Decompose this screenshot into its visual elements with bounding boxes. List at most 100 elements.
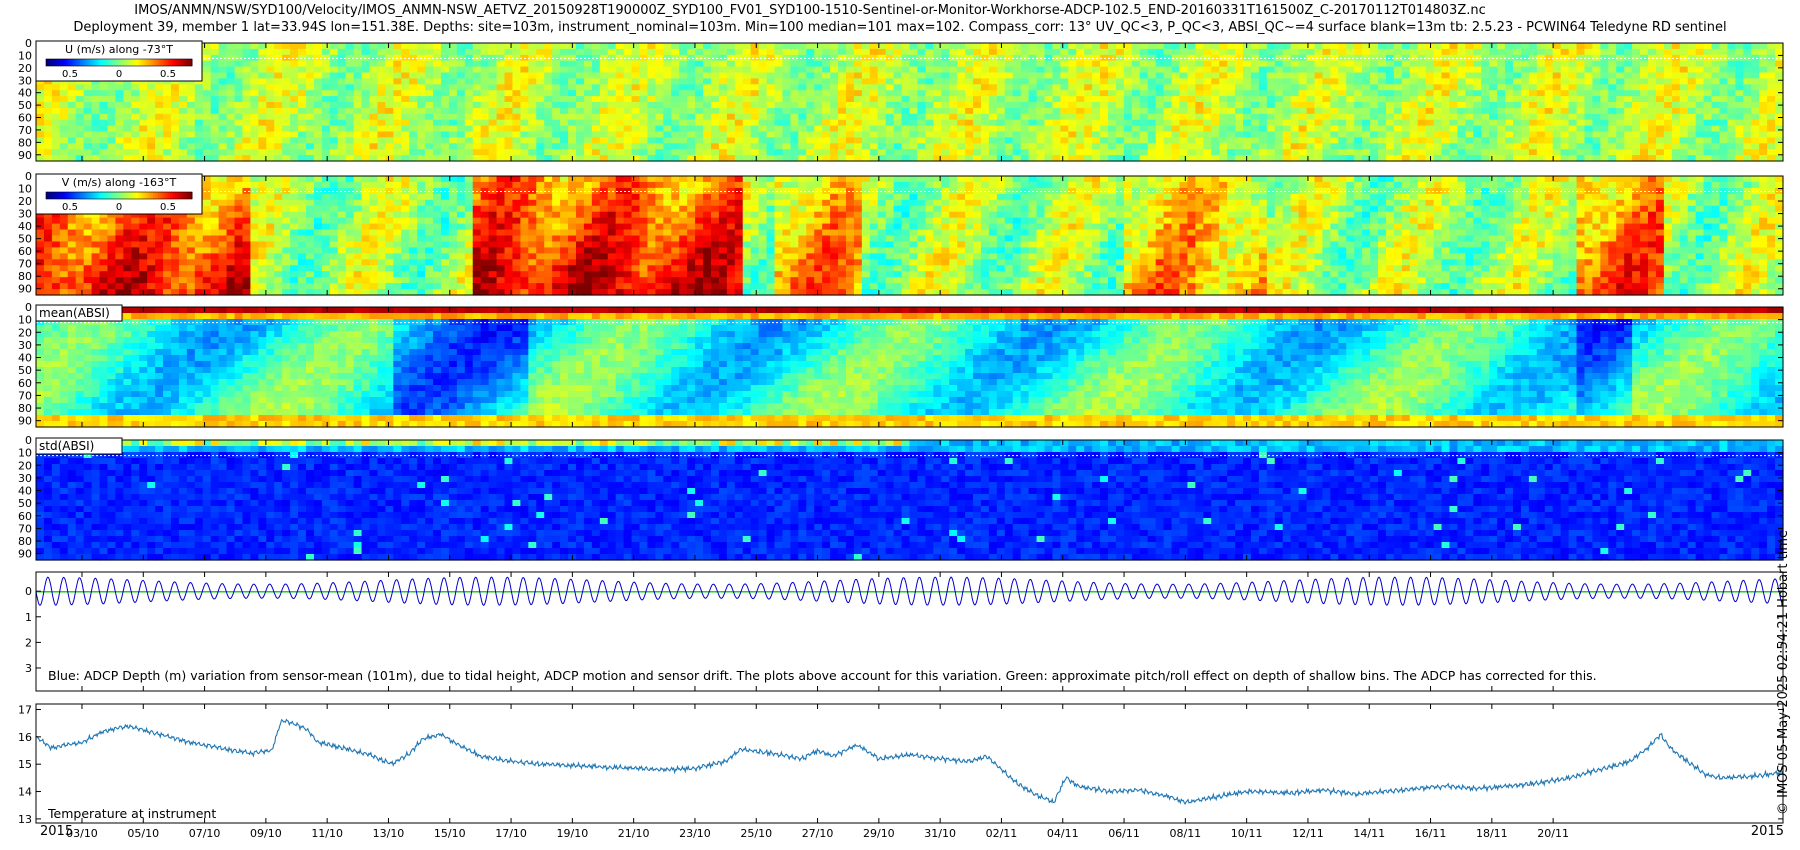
heatmap-cell <box>194 217 204 225</box>
heatmap-cell <box>925 48 934 56</box>
heatmap-cell <box>43 143 53 150</box>
heatmap-cell <box>218 155 228 162</box>
heatmap-cell <box>1465 84 1474 91</box>
heatmap-cell <box>1632 119 1641 127</box>
heatmap-cell <box>107 143 117 150</box>
heatmap-cell <box>75 223 85 231</box>
heatmap-cell <box>1266 54 1276 62</box>
heatmap-cell <box>1425 119 1435 127</box>
heatmap-cell <box>917 131 926 138</box>
heatmap-cell <box>726 60 736 68</box>
heatmap-cell <box>67 223 77 231</box>
heatmap-cell <box>1592 84 1601 91</box>
colorbar-tick-label: 0.5 <box>62 69 78 80</box>
heatmap-cell <box>877 43 887 50</box>
heatmap-cell <box>512 125 521 133</box>
heatmap-cell <box>1235 66 1244 74</box>
heatmap-cell <box>631 48 641 56</box>
heatmap-cell <box>806 102 815 109</box>
heatmap-cell <box>1520 107 1530 115</box>
heatmap-cell <box>1520 84 1530 91</box>
heatmap-cell <box>909 48 919 56</box>
heatmap-cell <box>774 102 784 109</box>
heatmap-cell <box>1457 137 1466 144</box>
heatmap-cell <box>226 102 236 109</box>
heatmap-cell <box>472 90 482 97</box>
heatmap-cell <box>536 66 545 74</box>
heatmap-cell <box>1314 48 1324 56</box>
heatmap-cell <box>1505 43 1514 50</box>
heatmap-cell <box>1425 107 1435 115</box>
heatmap-cell <box>607 107 617 115</box>
heatmap-cell <box>496 84 506 91</box>
heatmap-cell <box>988 48 998 56</box>
heatmap-cell <box>194 119 204 127</box>
heatmap-cell <box>456 90 466 97</box>
heatmap-cell <box>1481 119 1490 127</box>
heatmap-cell <box>107 155 117 162</box>
heatmap-cell <box>1036 60 1046 68</box>
heatmap-cell <box>282 102 291 109</box>
heatmap-cell <box>869 90 879 97</box>
heatmap-cell <box>369 119 379 127</box>
heatmap-cell <box>830 119 839 127</box>
heatmap-cell <box>1401 48 1411 56</box>
heatmap-cell <box>171 131 180 138</box>
heatmap-cell <box>1203 78 1212 85</box>
heatmap-cell <box>1370 96 1379 103</box>
heatmap-cell <box>385 137 394 144</box>
heatmap-cell <box>99 283 109 290</box>
heatmap-cell <box>1290 96 1300 103</box>
heatmap-cell <box>544 125 553 133</box>
heatmap-cell <box>965 60 974 68</box>
heatmap-cell <box>814 60 823 68</box>
heatmap-cell <box>758 54 768 62</box>
heatmap-cell <box>758 60 768 68</box>
heatmap-cell <box>631 96 641 103</box>
heatmap-cell <box>226 131 236 138</box>
heatmap-cell <box>1687 107 1697 115</box>
heatmap-cell <box>171 217 180 225</box>
heatmap-cell <box>1290 66 1300 74</box>
heatmap-cell <box>488 90 498 97</box>
heatmap-cell <box>1187 155 1196 162</box>
heatmap-cell <box>91 155 101 162</box>
heatmap-cell <box>1433 107 1443 115</box>
heatmap-cell <box>1322 107 1331 115</box>
heatmap-cell <box>885 78 895 85</box>
heatmap-cell <box>464 107 474 115</box>
heatmap-cell <box>1370 125 1379 133</box>
heatmap-cell <box>695 155 704 162</box>
heatmap-cell <box>1084 72 1093 79</box>
heatmap-cell <box>742 125 752 133</box>
heatmap-cell <box>1568 107 1578 115</box>
heatmap-cell <box>663 102 672 109</box>
heatmap-cell <box>345 155 355 162</box>
heatmap-cell <box>798 155 807 162</box>
heatmap-cell <box>425 125 434 133</box>
heatmap-cell <box>1473 107 1482 115</box>
heatmap-cell <box>1084 137 1093 144</box>
heatmap-cell <box>1775 131 1784 138</box>
heatmap-cell <box>599 131 609 138</box>
heatmap-cell <box>599 48 609 56</box>
heatmap-cell <box>877 84 887 91</box>
heatmap-cell <box>433 43 442 50</box>
heatmap-cell <box>1663 113 1673 121</box>
heatmap-cell <box>1092 137 1101 144</box>
heatmap-cell <box>861 66 871 74</box>
heatmap-cell <box>965 48 974 56</box>
heatmap-cell <box>417 78 426 85</box>
heatmap-cell <box>909 43 919 50</box>
heatmap-cell <box>1393 137 1403 144</box>
heatmap-cell <box>313 125 323 133</box>
heatmap-cell <box>726 131 736 138</box>
heatmap-cell <box>877 90 887 97</box>
y-tick-label: 70 <box>18 124 32 137</box>
heatmap-cell <box>1282 54 1292 62</box>
heatmap-cell <box>1624 43 1633 50</box>
heatmap-cell <box>43 289 53 296</box>
heatmap-cell <box>1513 84 1522 91</box>
heatmap-cell <box>1743 155 1752 162</box>
heatmap-cell <box>1679 125 1689 133</box>
